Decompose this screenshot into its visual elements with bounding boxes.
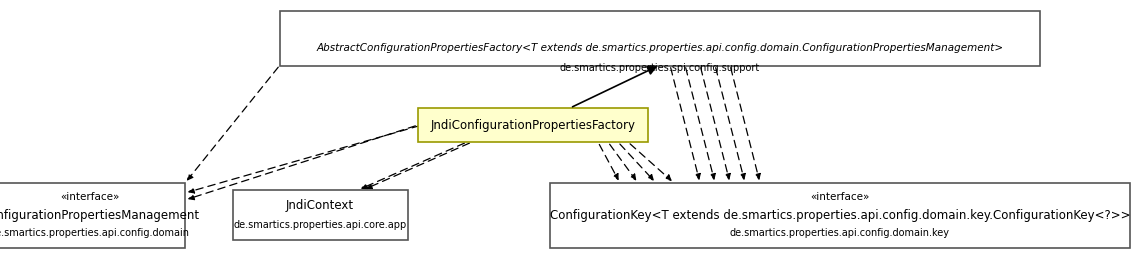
Text: de.smartics.properties.api.core.app: de.smartics.properties.api.core.app — [234, 220, 406, 230]
Bar — [232, 190, 408, 240]
Text: «interface»: «interface» — [61, 192, 120, 202]
Bar — [281, 11, 1040, 65]
Bar — [418, 108, 648, 142]
Text: JndiConfigurationPropertiesFactory: JndiConfigurationPropertiesFactory — [431, 119, 635, 131]
Bar — [550, 182, 1130, 248]
Text: «interface»: «interface» — [811, 192, 870, 202]
Bar — [0, 182, 185, 248]
Text: de.smartics.properties.api.config.domain.key: de.smartics.properties.api.config.domain… — [731, 228, 950, 238]
Text: de.smartics.properties.spi.config.support: de.smartics.properties.spi.config.suppor… — [560, 63, 760, 73]
Text: ConfigurationPropertiesManagement: ConfigurationPropertiesManagement — [0, 209, 199, 221]
Text: ConfigurationKey<T extends de.smartics.properties.api.config.domain.key.Configur: ConfigurationKey<T extends de.smartics.p… — [550, 209, 1130, 221]
Text: de.smartics.properties.api.config.domain: de.smartics.properties.api.config.domain — [0, 228, 190, 238]
Text: AbstractConfigurationPropertiesFactory<T extends de.smartics.properties.api.conf: AbstractConfigurationPropertiesFactory<T… — [316, 43, 1003, 53]
Text: JndiContext: JndiContext — [286, 199, 354, 211]
